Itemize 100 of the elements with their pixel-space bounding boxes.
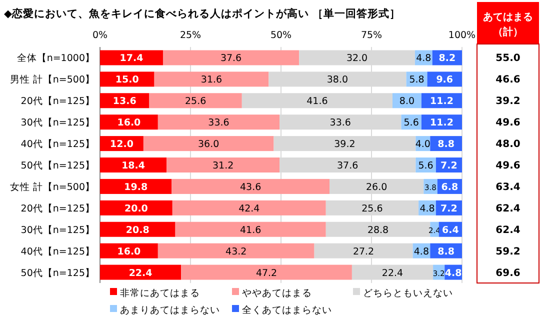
data-label: 26.0	[366, 182, 388, 193]
text: 49.6	[496, 118, 520, 129]
text: 39.2	[496, 96, 520, 108]
text: 46.6	[496, 74, 520, 86]
data-label: 6.4	[442, 224, 460, 236]
bar	[100, 222, 176, 237]
data-label: 7.2	[440, 160, 458, 172]
data-label: 4.8	[420, 203, 435, 214]
y-tick-label: 20代【n=125】	[20, 95, 95, 108]
data-label: 15.0	[115, 74, 140, 86]
x-tick-label: 25%	[180, 30, 202, 41]
data-label: 11.2	[430, 96, 454, 108]
bar	[154, 72, 269, 87]
bar	[166, 158, 280, 172]
data-label: 17.4	[120, 53, 144, 64]
data-label: 39.2	[334, 139, 356, 150]
data-label: 8.0	[399, 96, 415, 108]
bar	[149, 93, 242, 108]
data-label: 8.2	[438, 53, 456, 64]
y-tick-label: 30代【n=125】	[20, 224, 95, 236]
legend-label: 全くあてはまらない	[242, 304, 332, 316]
data-label: 5.6	[418, 160, 434, 172]
data-label: 38.0	[326, 74, 348, 86]
bar	[143, 136, 274, 152]
bar	[158, 114, 280, 130]
data-label: 16.0	[117, 246, 142, 258]
y-tick-label: 50代【n=125】	[20, 266, 95, 279]
bar	[181, 264, 352, 280]
data-label: 13.6	[112, 96, 137, 108]
bar	[162, 50, 300, 66]
data-label: 41.6	[306, 96, 328, 108]
bar	[172, 200, 326, 216]
legend-label: ややあてはまる	[242, 288, 312, 299]
text: 69.6	[496, 268, 520, 279]
data-label: 37.6	[337, 160, 358, 172]
data-label: 8.8	[438, 246, 455, 258]
data-label: 28.8	[367, 224, 389, 236]
data-label: 12.0	[110, 139, 134, 150]
bar	[175, 222, 326, 237]
text: 49.6	[496, 160, 520, 172]
data-label: 4.8	[444, 268, 462, 279]
legend-label: あまりあてはまらない	[120, 305, 220, 316]
y-tick-label: 男性 計【n=500】	[10, 74, 95, 86]
data-label: 41.6	[240, 224, 262, 236]
text: 62.4	[496, 203, 520, 214]
x-tick-label: 50%	[270, 30, 292, 41]
data-label: 19.8	[124, 182, 148, 193]
data-label: 22.4	[382, 268, 404, 279]
y-tick-label: 40代【n=125】	[20, 245, 95, 258]
bar	[100, 50, 163, 66]
text: 48.0	[496, 139, 520, 150]
data-label: 6.8	[441, 182, 458, 193]
bar	[100, 178, 172, 194]
text: 59.2	[496, 246, 520, 258]
x-tick-label: 100%	[448, 30, 476, 41]
data-label: 4.0	[415, 139, 430, 150]
text: 63.4	[496, 182, 520, 193]
data-label: 42.4	[238, 203, 260, 214]
text: あてはまる（計）	[483, 12, 533, 38]
data-label: 25.6	[184, 96, 206, 108]
legend-label: どちらともいえない	[363, 288, 453, 299]
x-tick-label: 75%	[360, 30, 382, 41]
y-tick-label: 50代【n=125】	[20, 160, 95, 172]
data-label: 4.8	[416, 53, 432, 64]
text: 55.0	[496, 53, 520, 64]
data-label: 27.2	[352, 246, 374, 258]
data-label: 4.8	[414, 246, 430, 258]
data-label: 16.0	[117, 118, 142, 129]
data-label: 37.6	[220, 53, 242, 64]
y-tick-label: 30代【n=125】	[20, 116, 95, 129]
bar	[158, 243, 314, 258]
bar	[100, 158, 167, 172]
text: 62.4	[496, 224, 520, 236]
data-label: 31.2	[212, 160, 234, 172]
bar	[172, 178, 330, 194]
data-label: 8.8	[438, 139, 455, 150]
data-label: 5.6	[404, 118, 419, 129]
y-tick-label: 全体【n=1000】	[16, 52, 95, 64]
data-label: 11.2	[430, 118, 454, 129]
data-label: 22.4	[128, 268, 153, 279]
y-tick-label: 女性 計【n=500】	[10, 180, 95, 193]
data-label: 33.6	[208, 118, 230, 129]
y-tick-label: 20代【n=125】	[20, 202, 95, 214]
data-label: 25.6	[362, 203, 383, 214]
bar	[100, 200, 172, 216]
data-label: 43.6	[240, 182, 262, 193]
data-label: 31.6	[200, 74, 222, 86]
data-label: 47.2	[256, 268, 278, 279]
data-label: 32.0	[346, 53, 368, 64]
bar	[100, 264, 182, 280]
data-label: 18.4	[122, 160, 146, 172]
data-label: 36.0	[198, 139, 220, 150]
data-label: 7.2	[440, 203, 458, 214]
x-tick-label: 0%	[92, 30, 108, 41]
data-label: 20.0	[124, 203, 148, 214]
legend-label: 非常にあてはまる	[120, 287, 200, 299]
data-label: 5.8	[409, 74, 424, 86]
data-label: 43.2	[226, 246, 247, 258]
data-label: 9.6	[436, 74, 454, 86]
data-label: 33.6	[330, 118, 351, 129]
